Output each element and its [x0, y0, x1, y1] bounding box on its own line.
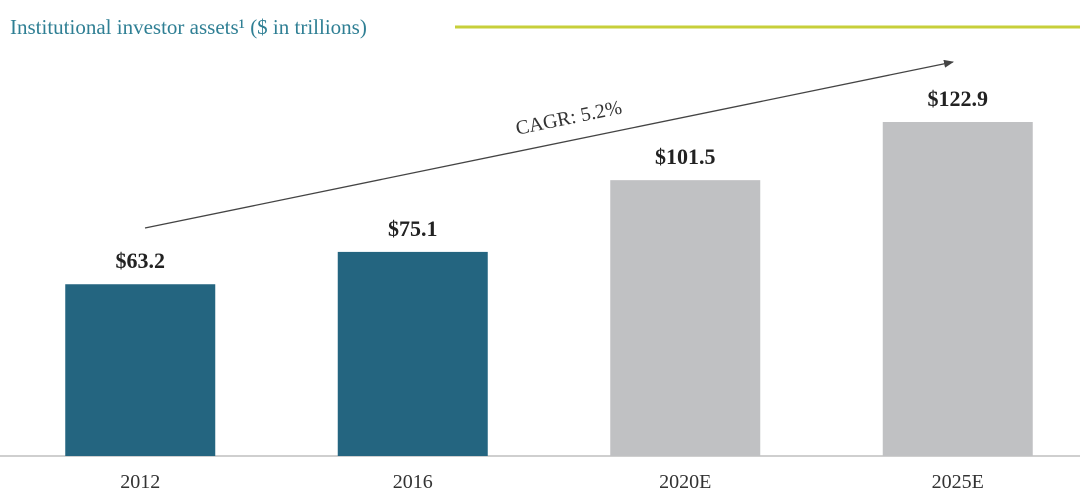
x-tick-label: 2025E — [932, 471, 984, 493]
chart-title: Institutional investor assets¹ ($ in tri… — [10, 15, 367, 39]
value-label: $101.5 — [655, 144, 716, 169]
x-tick-label: 2012 — [120, 471, 160, 493]
value-label: $122.9 — [928, 86, 989, 111]
value-label: $75.1 — [388, 216, 438, 241]
bar — [610, 180, 761, 457]
bar — [65, 284, 216, 456]
bar — [337, 251, 488, 456]
value-label: $63.2 — [116, 248, 166, 273]
x-tick-label: 2016 — [393, 471, 433, 493]
cagr-arrow — [144, 59, 954, 229]
bar — [882, 122, 1033, 456]
x-tick-label: 2020E — [659, 471, 711, 493]
